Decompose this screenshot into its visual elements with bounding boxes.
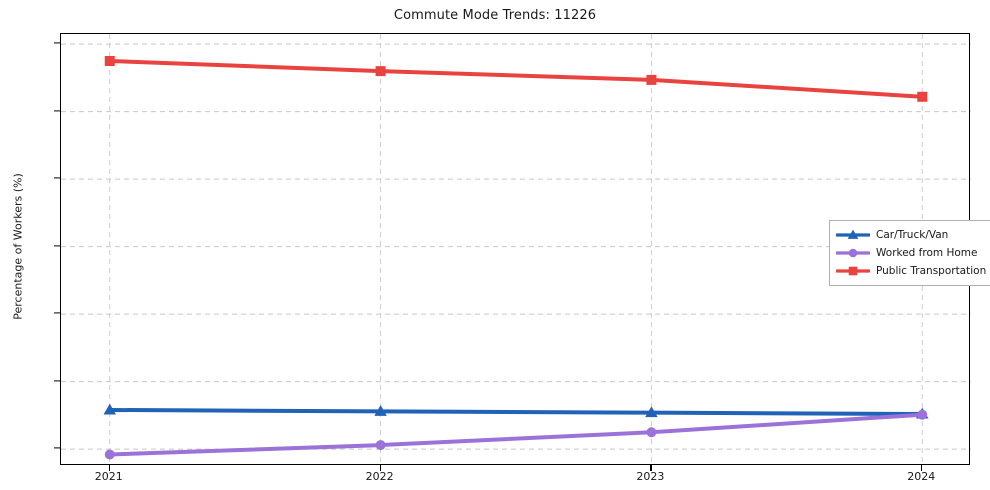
- data-point-marker: [104, 56, 115, 66]
- data-point-marker: [646, 74, 657, 85]
- data-point-marker: [848, 248, 858, 258]
- chart-title: Commute Mode Trends: 11226: [393, 8, 597, 23]
- data-point-marker: [374, 405, 387, 416]
- data-point-marker: [103, 403, 116, 415]
- x-axis-tick-mark: [108, 465, 110, 471]
- data-point-marker: [375, 66, 386, 77]
- legend-item-2[interactable]: Public Transportation: [836, 262, 986, 280]
- x-axis-tick-mark: [650, 465, 652, 471]
- data-point-marker: [847, 229, 859, 239]
- data-point-marker: [645, 406, 658, 418]
- data-point-marker: [375, 440, 386, 451]
- data-point-marker: [104, 449, 115, 460]
- y-axis-tick-mark: [54, 177, 60, 179]
- y-axis-tick-mark: [54, 380, 60, 382]
- x-axis-tick-label: 2021: [94, 470, 123, 483]
- legend-swatch: [836, 229, 870, 239]
- y-axis-tick-mark: [54, 42, 60, 44]
- chart-legend[interactable]: Car/Truck/Van Worked from Home Public Tran…: [829, 220, 990, 286]
- series-line: [107, 59, 925, 99]
- legend-swatch: [836, 248, 870, 258]
- data-point-marker: [848, 266, 858, 276]
- data-point-marker: [646, 427, 657, 438]
- y-axis-tick-mark: [54, 110, 60, 112]
- series-line: [107, 407, 925, 417]
- series-line: [107, 412, 925, 457]
- series-0: [103, 403, 929, 419]
- x-axis-tick-mark: [921, 465, 923, 471]
- y-axis-tick-mark: [54, 447, 60, 449]
- legend-item-0[interactable]: Car/Truck/Van: [836, 226, 986, 244]
- x-axis-tick-label: 2022: [365, 470, 394, 483]
- data-series-layer: [103, 56, 929, 460]
- legend-item-1[interactable]: Worked from Home: [836, 244, 986, 262]
- legend-label: Worked from Home: [876, 246, 978, 259]
- legend-label: Car/Truck/Van: [876, 228, 949, 241]
- x-axis-tick-label: 2023: [636, 470, 665, 483]
- data-point-marker: [917, 91, 928, 102]
- y-axis-tick-mark: [54, 312, 60, 314]
- series-1: [104, 409, 928, 460]
- x-axis-tick-mark: [379, 465, 381, 471]
- x-axis-tick-label: 2024: [907, 470, 936, 483]
- y-axis-label: Percentage of Workers (%): [11, 173, 25, 320]
- y-axis-tick-mark: [54, 245, 60, 247]
- series-2: [104, 56, 928, 102]
- legend-swatch: [836, 266, 870, 276]
- data-point-marker: [917, 409, 928, 420]
- legend-label: Public Transportation: [876, 264, 987, 277]
